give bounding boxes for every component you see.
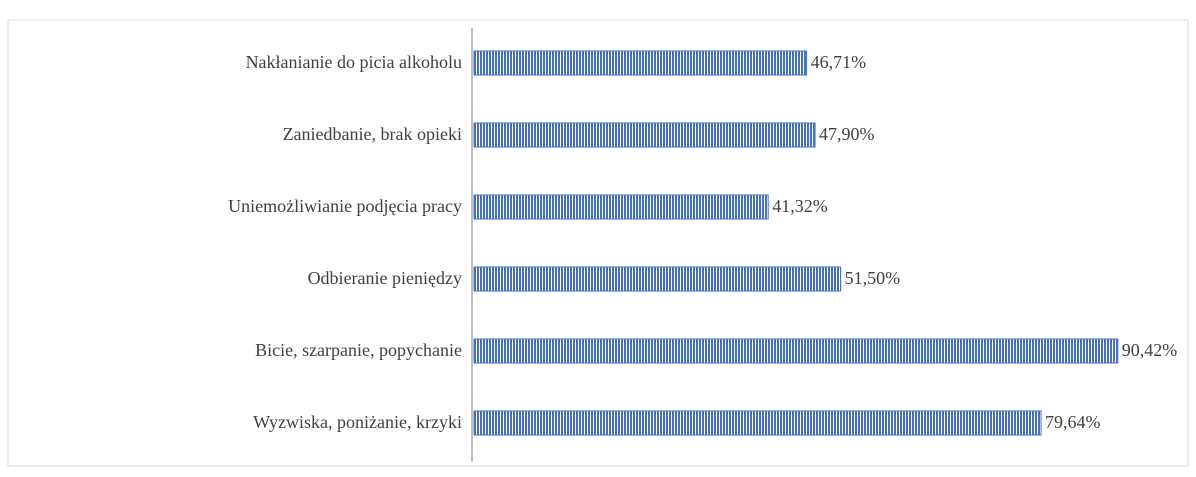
data-label: 79,64% <box>1045 412 1101 432</box>
y-tick-label: Odbieranie pieniędzy <box>308 268 462 288</box>
bar <box>473 194 769 220</box>
bar <box>473 266 842 292</box>
data-label: 41,32% <box>772 196 828 216</box>
data-label: 47,90% <box>819 124 875 144</box>
data-label: 51,50% <box>845 268 901 288</box>
chart-frame <box>7 19 1189 467</box>
bar <box>473 338 1119 364</box>
y-tick-label: Bicie, szarpanie, popychanie <box>255 340 462 360</box>
data-label: 90,42% <box>1122 340 1178 360</box>
y-tick-label: Uniemożliwianie podjęcia pracy <box>228 196 462 216</box>
y-tick-label: Wyzwiska, poniżanie, krzyki <box>253 412 462 432</box>
bar <box>473 410 1042 436</box>
data-label: 46,71% <box>811 52 867 72</box>
bar <box>473 122 816 148</box>
y-tick-label: Nakłanianie do picia alkoholu <box>246 52 462 72</box>
y-tick-label: Zaniedbanie, brak opieki <box>283 124 462 144</box>
bar <box>473 50 808 76</box>
